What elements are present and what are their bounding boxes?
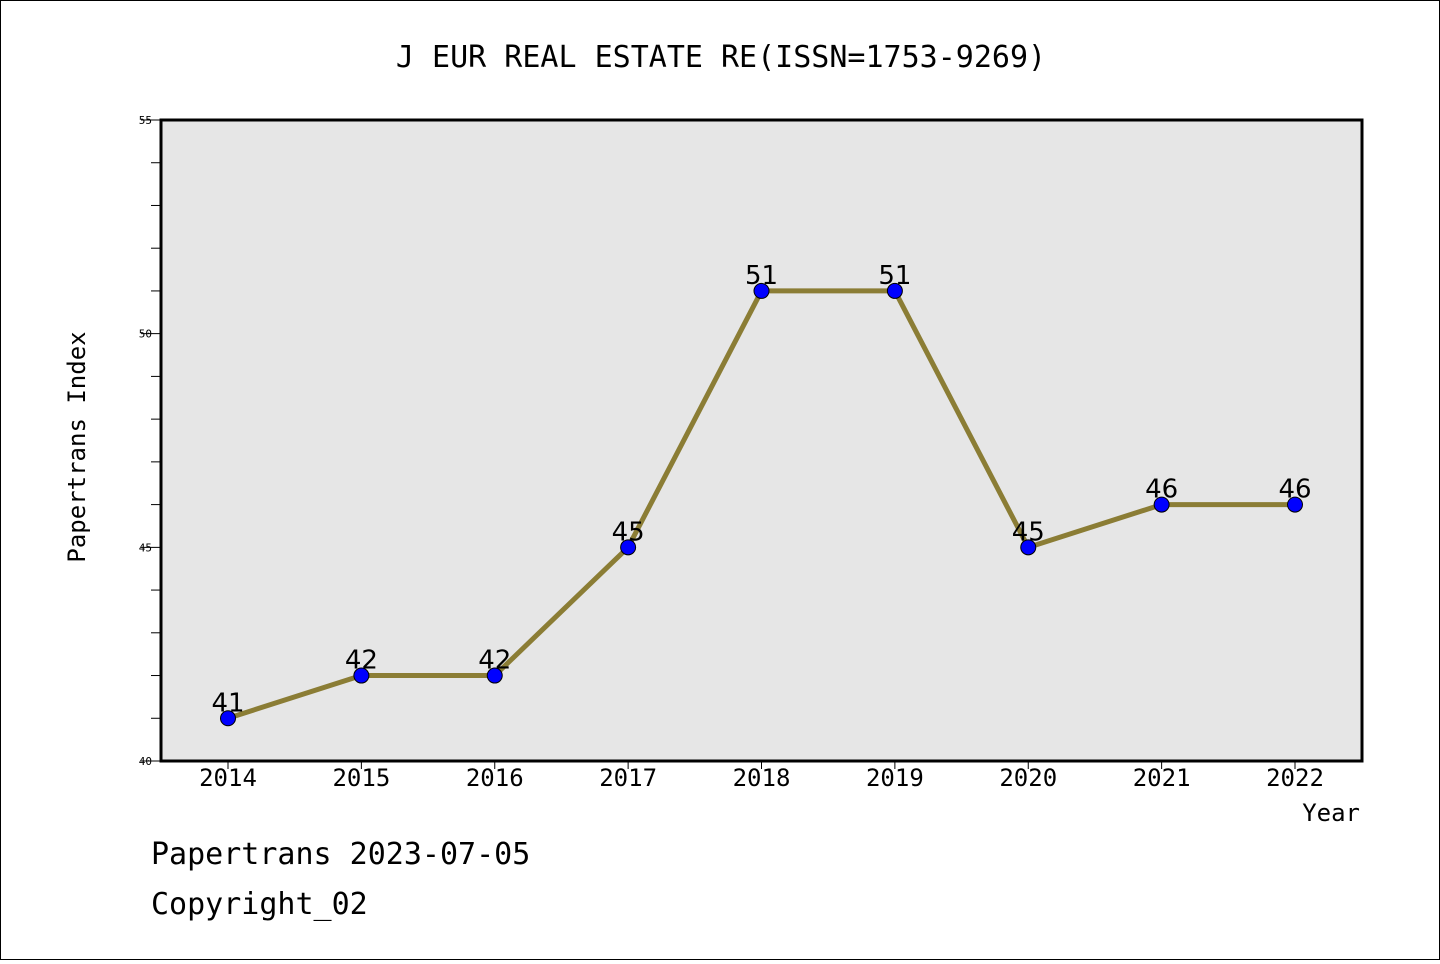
chart-title: J EUR REAL ESTATE RE(ISSN=1753-9269) xyxy=(396,40,1046,75)
data-point-marker xyxy=(620,539,637,556)
x-tick-label: 2021 xyxy=(1133,764,1191,792)
x-tick-label: 2018 xyxy=(733,764,791,792)
series-layer: 41 42 42 45 51 51 45 46 46 xyxy=(211,261,1312,727)
x-tick-label: 2014 xyxy=(199,764,257,792)
data-point-marker xyxy=(220,710,236,727)
y-tick-label: 55 xyxy=(139,114,152,127)
data-point-marker xyxy=(486,667,503,684)
y-tick-label: 40 xyxy=(139,755,152,768)
y-axis-ticks: 40 45 50 55 xyxy=(139,114,161,768)
x-tick-label: 2019 xyxy=(866,764,924,792)
data-point-marker xyxy=(1153,496,1170,513)
data-point-marker xyxy=(886,282,903,299)
data-point-label: 51 xyxy=(745,261,778,291)
y-tick-label: 45 xyxy=(139,541,152,554)
plot-area xyxy=(159,118,1364,763)
data-point-label: 46 xyxy=(1145,475,1178,505)
x-tick-label: 2017 xyxy=(599,764,657,792)
x-tick-label: 2022 xyxy=(1266,764,1324,792)
footer-copyright-text: Copyright_02 xyxy=(151,887,368,922)
data-point-marker xyxy=(1020,539,1037,556)
data-point-label: 45 xyxy=(1012,517,1045,547)
data-point-label: 51 xyxy=(878,261,911,291)
x-tick-label: 2020 xyxy=(999,764,1057,792)
data-point-label: 41 xyxy=(211,688,244,718)
x-tick-label: 2015 xyxy=(332,764,390,792)
data-point-label: 45 xyxy=(612,517,645,547)
x-axis-ticks: 2014 2015 2016 2017 2018 2019 2020 2021 2022 xyxy=(199,761,1324,792)
data-point-label: 42 xyxy=(478,646,511,676)
x-tick-label: 2016 xyxy=(466,764,524,792)
data-point-label: 46 xyxy=(1278,475,1311,505)
x-axis-label: Year xyxy=(1302,799,1360,827)
y-axis-label: Papertrans Index xyxy=(63,331,91,562)
y-tick-label: 50 xyxy=(139,328,152,341)
data-point-marker xyxy=(753,282,770,299)
data-point-marker xyxy=(353,667,370,684)
footer-date-text: Papertrans 2023-07-05 xyxy=(151,837,530,872)
data-point-label: 42 xyxy=(345,646,378,676)
data-point-marker xyxy=(1287,496,1303,513)
